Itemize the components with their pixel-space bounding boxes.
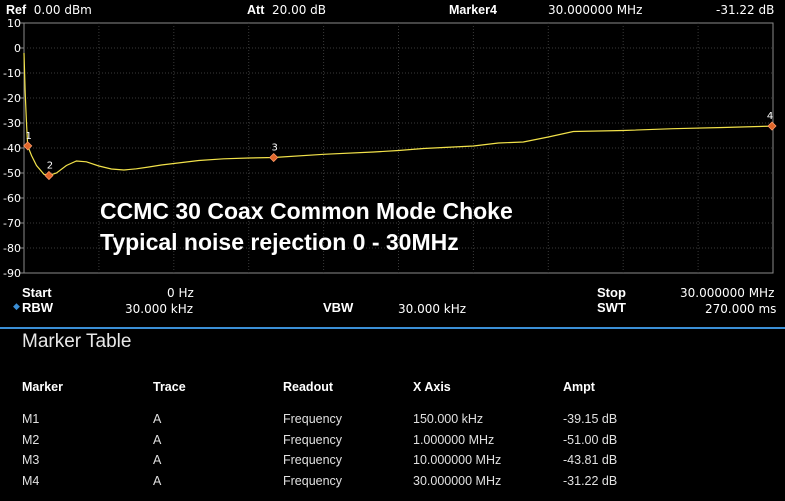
- rbw-indicator-icon: ◆: [13, 302, 20, 312]
- cell-readout: Frequency: [283, 453, 343, 467]
- ref-readout: Ref 0.00 dBm: [6, 3, 92, 17]
- y-tick-label: -90: [3, 267, 21, 280]
- marker-3-point: [269, 152, 279, 163]
- marker-3-label: 3: [271, 143, 277, 154]
- cell-x-axis: 30.000000 MHz: [413, 473, 502, 488]
- ref-label: Ref: [6, 3, 27, 17]
- cell-x-axis: 10.000000 MHz: [413, 453, 502, 467]
- marker-1-label: 1: [26, 131, 32, 142]
- stop-value[interactable]: 30.000000 MHz: [680, 286, 775, 300]
- att-readout: Att 20.00 dB: [247, 3, 326, 17]
- cell-trace: A: [153, 473, 162, 488]
- swt-value[interactable]: 270.000 ms: [705, 302, 777, 316]
- ref-value: 0.00 dBm: [33, 3, 92, 17]
- cell-trace: A: [153, 412, 162, 426]
- annotation-line-1: CCMC 30 Coax Common Mode Choke: [100, 198, 513, 224]
- marker-4-label: 4: [767, 111, 773, 122]
- active-marker-label: Marker4: [449, 3, 497, 17]
- start-value[interactable]: 0 Hz: [167, 286, 194, 300]
- marker-points: 1 2 3 4: [23, 111, 777, 181]
- vbw-value[interactable]: 30.000 kHz: [398, 302, 467, 316]
- marker-2-point: [44, 170, 54, 181]
- cell-readout: Frequency: [283, 473, 343, 488]
- marker-4-point: [767, 121, 777, 131]
- active-marker-freq: 30.000000 MHz: [548, 3, 643, 17]
- cell-marker: M2: [22, 432, 40, 447]
- y-tick-label: 10: [7, 17, 21, 30]
- marker-2-label: 2: [47, 161, 53, 172]
- att-value: 20.00 dB: [272, 3, 327, 17]
- marker-1-point: [23, 141, 33, 151]
- rbw-value[interactable]: 30.000 kHz: [125, 302, 194, 316]
- cell-readout: Frequency: [283, 432, 343, 447]
- start-label: Start: [22, 285, 52, 300]
- y-tick-label: -40: [3, 142, 21, 155]
- y-tick-label: -80: [3, 242, 21, 255]
- cell-ampt: -31.22 dB: [563, 473, 618, 488]
- cell-ampt: -39.15 dB: [563, 412, 618, 426]
- att-label: Att: [247, 3, 265, 17]
- panel-separator: [0, 327, 785, 329]
- cell-ampt: -43.81 dB: [563, 453, 618, 467]
- header-x-axis: X Axis: [413, 380, 451, 394]
- y-tick-label: -50: [3, 167, 21, 180]
- cell-ampt: -51.00 dB: [563, 432, 618, 447]
- cell-marker: M4: [22, 473, 40, 488]
- y-tick-label: 0: [14, 42, 21, 55]
- active-marker-ampt: -31.22 dB: [716, 3, 775, 17]
- cell-readout: Frequency: [283, 412, 343, 426]
- stop-label: Stop: [597, 285, 626, 300]
- vbw-label: VBW: [323, 300, 354, 315]
- y-tick-label: -30: [3, 117, 21, 130]
- rbw-label: RBW: [22, 300, 54, 315]
- cell-trace: A: [153, 453, 162, 467]
- plot-grid: [23, 22, 774, 274]
- cell-marker: M1: [22, 412, 40, 426]
- cell-trace: A: [153, 432, 162, 447]
- cell-marker: M3: [22, 453, 40, 467]
- y-tick-label: -20: [3, 92, 21, 105]
- annotation-line-2: Typical noise rejection 0 - 30MHz: [100, 229, 459, 255]
- swt-label: SWT: [597, 300, 626, 315]
- marker-table-title: Marker Table: [22, 331, 132, 352]
- y-tick-label: -70: [3, 217, 21, 230]
- spectrum-plot[interactable]: 10 0 -10 -20 -30 -40 -50 -60 -70 -80 -90 1 2 3 4: [0, 0, 785, 300]
- trace-a-line: [23, 52, 774, 177]
- header-trace: Trace: [153, 380, 186, 394]
- y-tick-label: -60: [3, 192, 21, 205]
- cell-x-axis: 1.000000 MHz: [413, 432, 495, 447]
- header-readout: Readout: [283, 380, 333, 394]
- y-axis-ticks: 10 0 -10 -20 -30 -40 -50 -60 -70 -80 -90: [3, 17, 24, 280]
- y-tick-label: -10: [3, 67, 21, 80]
- cell-x-axis: 150.000 kHz: [413, 412, 484, 426]
- header-ampt: Ampt: [563, 380, 595, 394]
- header-marker: Marker: [22, 380, 63, 394]
